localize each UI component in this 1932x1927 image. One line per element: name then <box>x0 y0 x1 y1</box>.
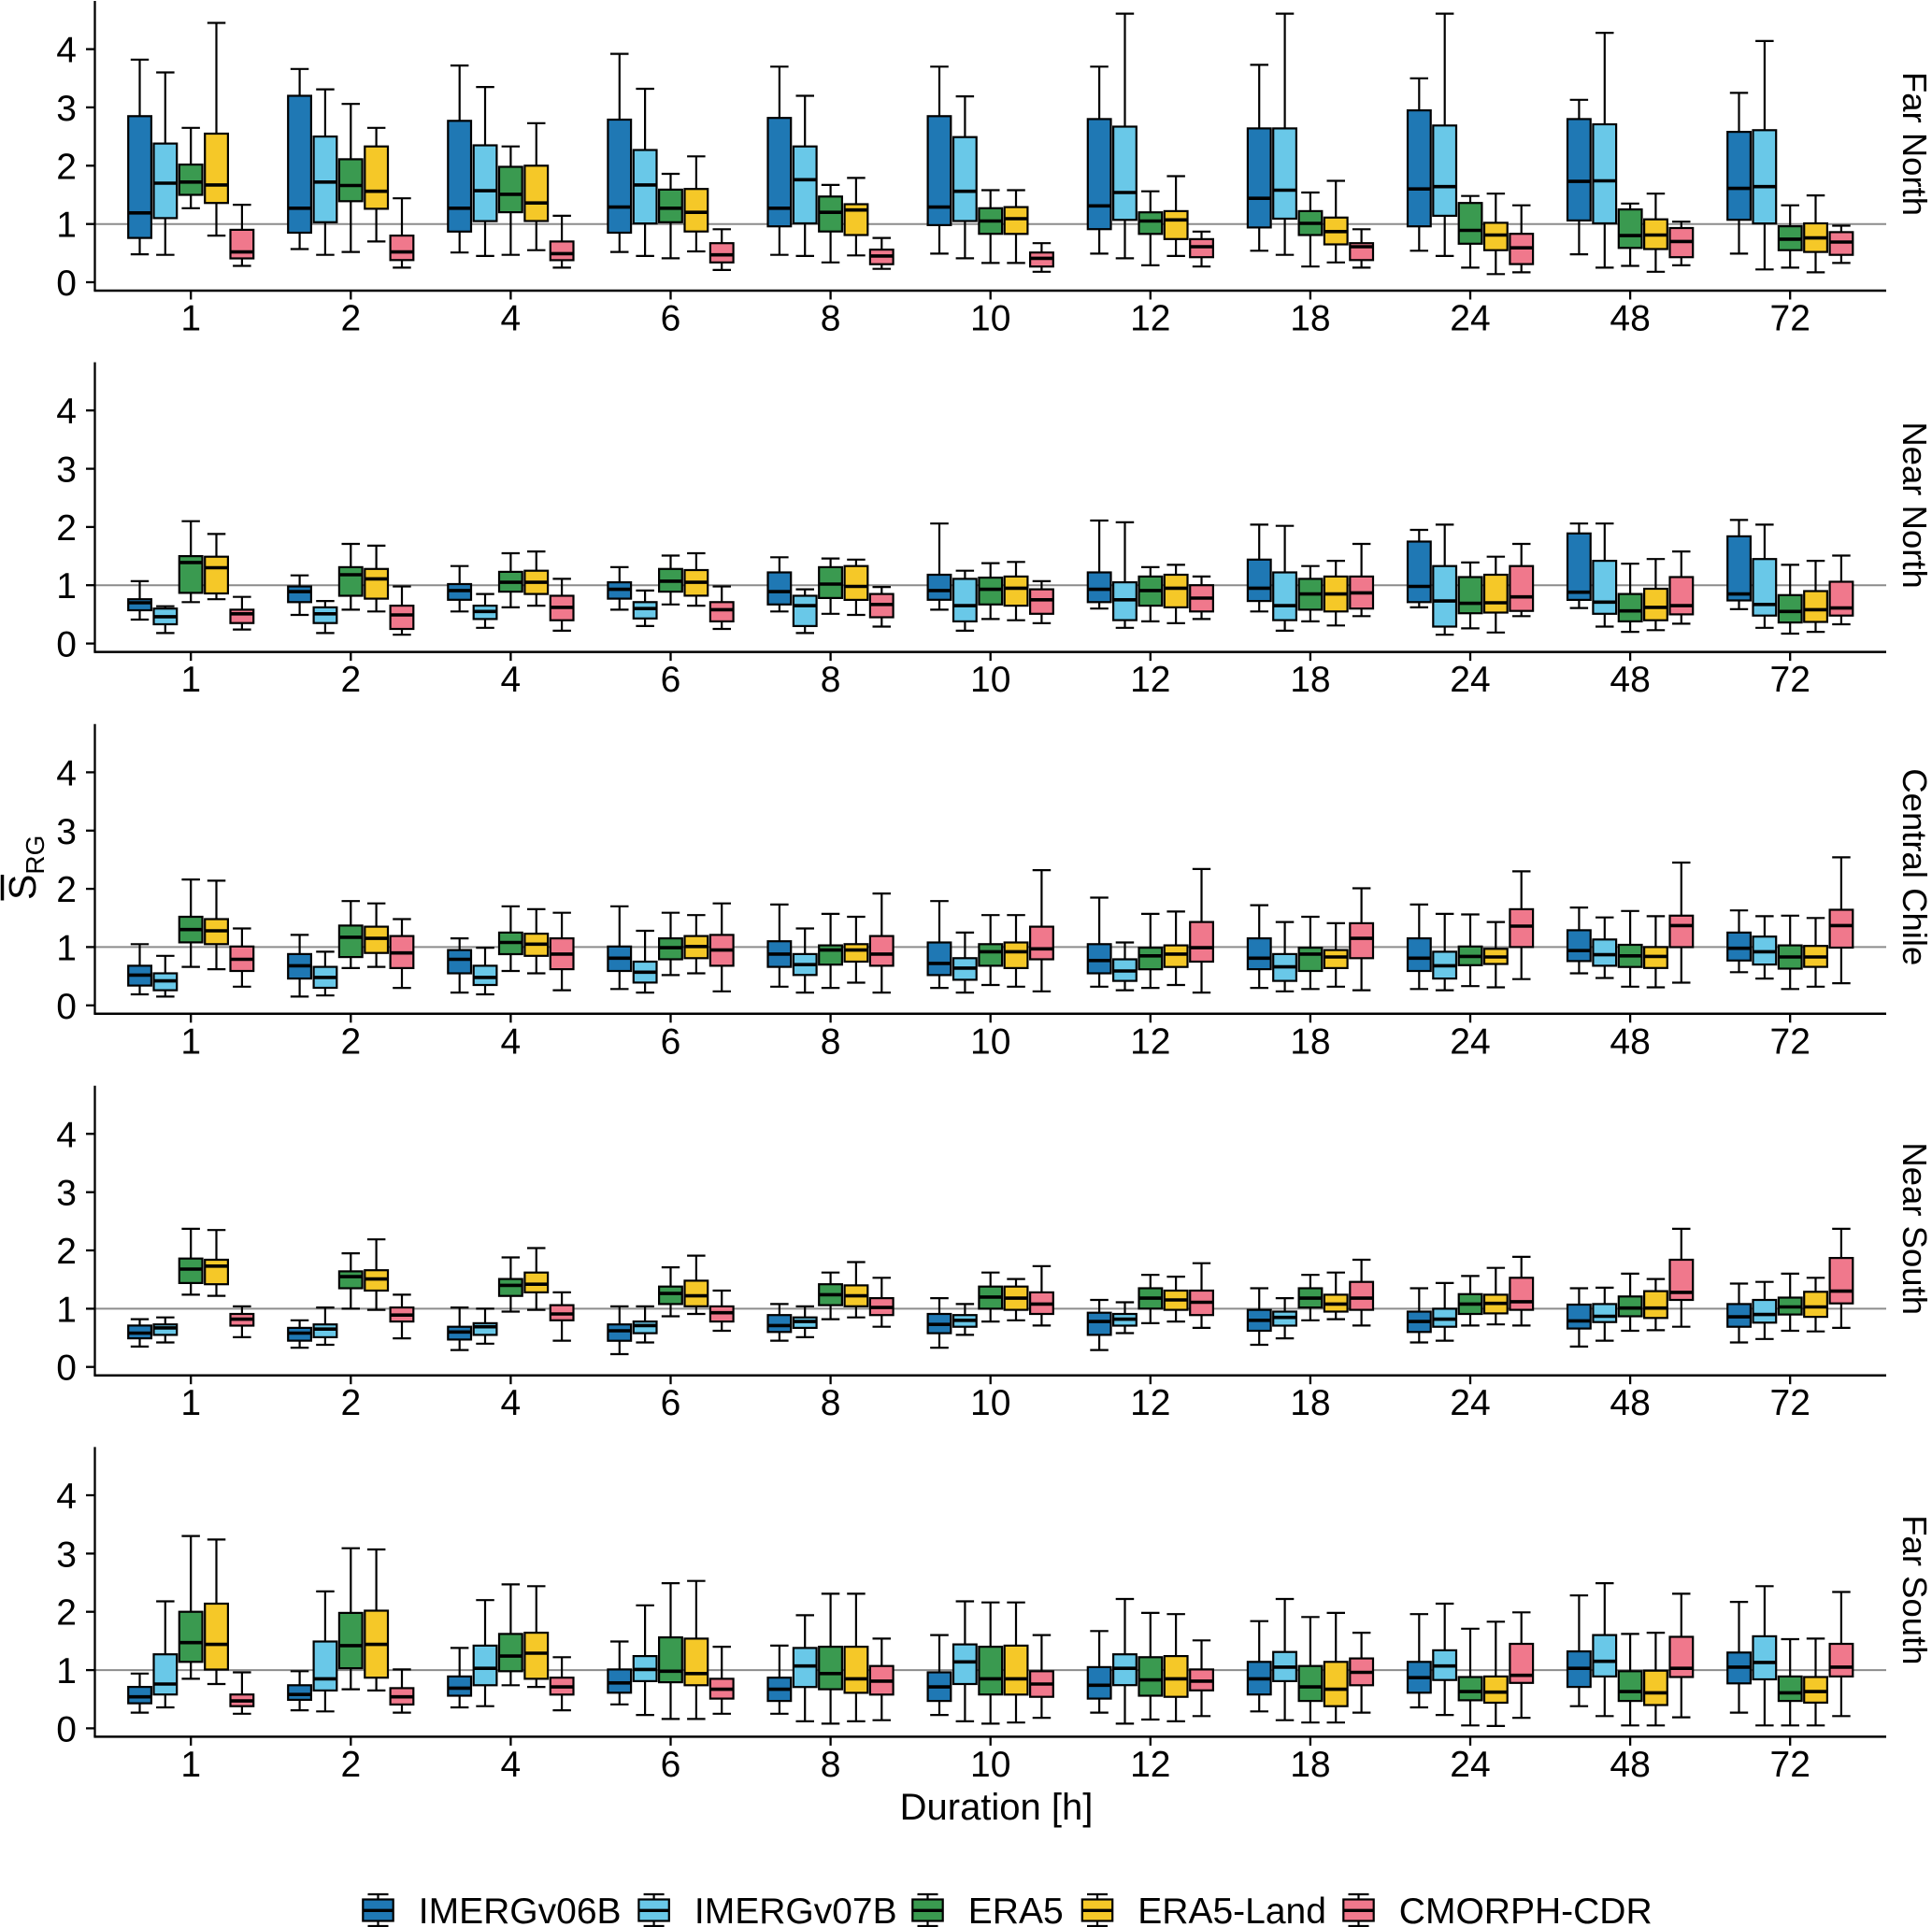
svg-text:72: 72 <box>1770 1383 1810 1423</box>
svg-text:1: 1 <box>56 1290 77 1330</box>
svg-text:0: 0 <box>56 1709 77 1749</box>
svg-text:Near North: Near North <box>1896 421 1932 589</box>
svg-text:48: 48 <box>1610 299 1650 339</box>
svg-text:24: 24 <box>1450 1021 1490 1062</box>
svg-text:48: 48 <box>1610 1021 1650 1062</box>
svg-text:2: 2 <box>340 1745 361 1785</box>
svg-text:6: 6 <box>661 1745 681 1785</box>
svg-text:1: 1 <box>56 566 77 607</box>
svg-text:18: 18 <box>1290 1383 1330 1423</box>
svg-text:10: 10 <box>970 1745 1010 1785</box>
svg-text:2: 2 <box>56 1593 77 1634</box>
svg-text:18: 18 <box>1290 660 1330 700</box>
svg-text:2: 2 <box>56 870 77 910</box>
svg-text:18: 18 <box>1290 299 1330 339</box>
svg-text:1: 1 <box>180 299 201 339</box>
svg-text:8: 8 <box>821 1745 841 1785</box>
svg-text:0: 0 <box>56 625 77 665</box>
svg-text:12: 12 <box>1130 1745 1170 1785</box>
svg-text:2: 2 <box>340 1021 361 1062</box>
svg-text:72: 72 <box>1770 1745 1810 1785</box>
svg-text:2: 2 <box>340 299 361 339</box>
svg-text:3: 3 <box>56 812 77 852</box>
svg-text:3: 3 <box>56 450 77 491</box>
svg-text:ERA5: ERA5 <box>968 1891 1064 1927</box>
svg-text:1: 1 <box>180 1021 201 1062</box>
svg-text:2: 2 <box>56 1232 77 1272</box>
svg-text:12: 12 <box>1130 299 1170 339</box>
svg-text:8: 8 <box>821 1383 841 1423</box>
svg-text:6: 6 <box>661 299 681 339</box>
svg-text:1: 1 <box>56 1651 77 1691</box>
svg-text:4: 4 <box>501 660 522 700</box>
svg-text:24: 24 <box>1450 660 1490 700</box>
svg-text:Near South: Near South <box>1896 1142 1932 1315</box>
svg-text:72: 72 <box>1770 660 1810 700</box>
svg-text:ERA5-Land: ERA5-Land <box>1138 1891 1326 1927</box>
svg-text:0: 0 <box>56 264 77 304</box>
svg-text:10: 10 <box>970 1383 1010 1423</box>
svg-text:48: 48 <box>1610 1383 1650 1423</box>
svg-text:10: 10 <box>970 660 1010 700</box>
svg-text:6: 6 <box>661 1021 681 1062</box>
svg-text:72: 72 <box>1770 1021 1810 1062</box>
svg-text:8: 8 <box>821 1021 841 1062</box>
svg-text:3: 3 <box>56 1534 77 1575</box>
svg-text:48: 48 <box>1610 660 1650 700</box>
svg-text:2: 2 <box>56 147 77 187</box>
svg-text:10: 10 <box>970 299 1010 339</box>
svg-text:4: 4 <box>501 299 522 339</box>
svg-text:Far North: Far North <box>1896 72 1932 216</box>
svg-text:12: 12 <box>1130 1383 1170 1423</box>
svg-text:4: 4 <box>501 1021 522 1062</box>
svg-text:24: 24 <box>1450 1745 1490 1785</box>
svg-text:48: 48 <box>1610 1745 1650 1785</box>
svg-text:10: 10 <box>970 1021 1010 1062</box>
svg-text:1: 1 <box>56 206 77 246</box>
svg-text:2: 2 <box>56 508 77 549</box>
svg-text:4: 4 <box>56 392 77 432</box>
svg-text:2: 2 <box>340 1383 361 1423</box>
svg-text:4: 4 <box>56 1115 77 1155</box>
svg-text:0: 0 <box>56 987 77 1027</box>
svg-text:18: 18 <box>1290 1021 1330 1062</box>
svg-text:24: 24 <box>1450 1383 1490 1423</box>
svg-text:Duration [h]: Duration [h] <box>900 1787 1094 1828</box>
svg-text:8: 8 <box>821 660 841 700</box>
svg-text:1: 1 <box>56 928 77 968</box>
svg-text:72: 72 <box>1770 299 1810 339</box>
svg-text:3: 3 <box>56 1174 77 1214</box>
svg-text:4: 4 <box>501 1383 522 1423</box>
svg-text:IMERGv06B: IMERGv06B <box>419 1891 622 1927</box>
svg-text:2: 2 <box>340 660 361 700</box>
svg-text:4: 4 <box>56 1477 77 1517</box>
svg-text:Far South: Far South <box>1896 1515 1932 1664</box>
svg-text:12: 12 <box>1130 1021 1170 1062</box>
svg-text:Central Chile: Central Chile <box>1896 768 1932 965</box>
svg-text:4: 4 <box>501 1745 522 1785</box>
svg-text:12: 12 <box>1130 660 1170 700</box>
svg-text:8: 8 <box>821 299 841 339</box>
svg-text:6: 6 <box>661 1383 681 1423</box>
svg-text:6: 6 <box>661 660 681 700</box>
svg-text:IMERGv07B: IMERGv07B <box>694 1891 897 1927</box>
svg-text:18: 18 <box>1290 1745 1330 1785</box>
svg-text:1: 1 <box>180 1745 201 1785</box>
svg-text:3: 3 <box>56 89 77 129</box>
svg-text:1: 1 <box>180 1383 201 1423</box>
svg-text:CMORPH-CDR: CMORPH-CDR <box>1399 1891 1653 1927</box>
svg-text:4: 4 <box>56 753 77 793</box>
svg-text:0: 0 <box>56 1349 77 1389</box>
svg-text:1: 1 <box>180 660 201 700</box>
svg-text:4: 4 <box>56 31 77 71</box>
svg-text:24: 24 <box>1450 299 1490 339</box>
